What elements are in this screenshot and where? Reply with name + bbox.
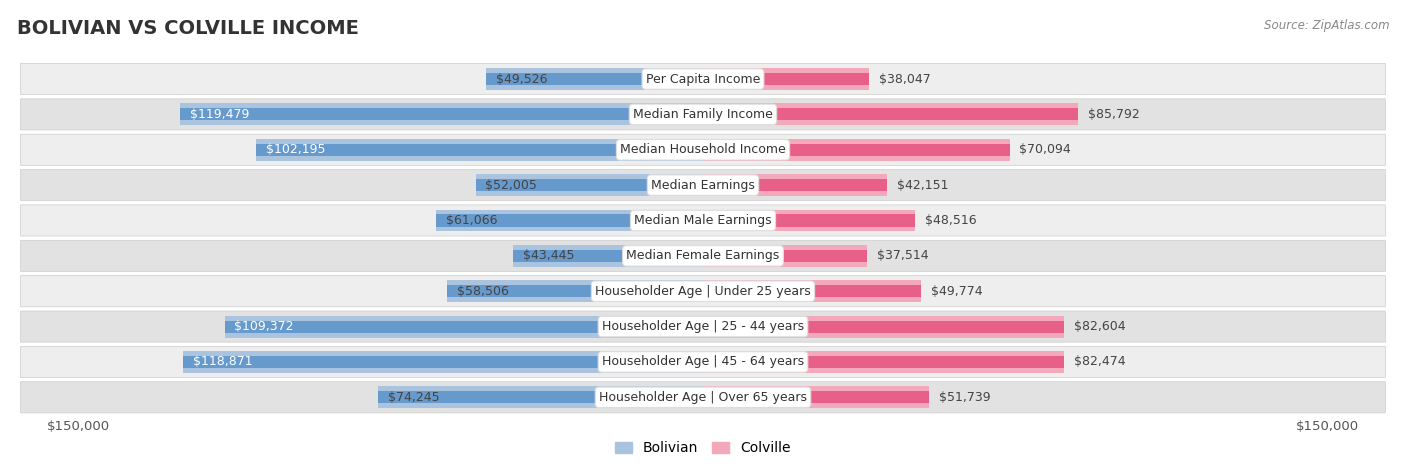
Text: Median Male Earnings: Median Male Earnings: [634, 214, 772, 227]
Bar: [475, 179, 703, 191]
Text: BOLIVIAN VS COLVILLE INCOME: BOLIVIAN VS COLVILLE INCOME: [17, 19, 359, 38]
Bar: [447, 280, 703, 302]
Bar: [703, 103, 1078, 125]
Bar: [703, 174, 887, 196]
Text: Median Family Income: Median Family Income: [633, 108, 773, 121]
Bar: [703, 391, 929, 403]
Bar: [703, 285, 921, 297]
Text: $82,604: $82,604: [1074, 320, 1126, 333]
Bar: [703, 73, 869, 85]
Legend: Bolivian, Colville: Bolivian, Colville: [610, 436, 796, 461]
Text: $150,000: $150,000: [46, 420, 110, 433]
Text: Per Capita Income: Per Capita Income: [645, 72, 761, 85]
Text: $119,479: $119,479: [190, 108, 250, 121]
Text: Median Earnings: Median Earnings: [651, 178, 755, 191]
Bar: [256, 144, 703, 156]
Text: $109,372: $109,372: [235, 320, 294, 333]
Text: $150,000: $150,000: [1296, 420, 1360, 433]
Bar: [378, 386, 703, 408]
Bar: [180, 103, 703, 125]
Bar: [703, 351, 1064, 373]
FancyBboxPatch shape: [21, 205, 1385, 236]
Bar: [703, 214, 915, 226]
Text: $58,506: $58,506: [457, 285, 509, 298]
Text: $61,066: $61,066: [446, 214, 498, 227]
Bar: [225, 320, 703, 333]
Text: Median Female Earnings: Median Female Earnings: [627, 249, 779, 262]
Text: $48,516: $48,516: [925, 214, 977, 227]
Bar: [378, 391, 703, 403]
Text: $52,005: $52,005: [485, 178, 537, 191]
Text: Householder Age | Under 25 years: Householder Age | Under 25 years: [595, 285, 811, 298]
FancyBboxPatch shape: [21, 170, 1385, 201]
Text: Median Household Income: Median Household Income: [620, 143, 786, 156]
Bar: [703, 139, 1010, 161]
FancyBboxPatch shape: [21, 311, 1385, 342]
Text: $43,445: $43,445: [523, 249, 574, 262]
Text: Householder Age | Over 65 years: Householder Age | Over 65 years: [599, 391, 807, 404]
Bar: [486, 73, 703, 85]
Text: $49,526: $49,526: [496, 72, 548, 85]
Bar: [513, 250, 703, 262]
Bar: [703, 144, 1010, 156]
FancyBboxPatch shape: [21, 347, 1385, 377]
Bar: [703, 280, 921, 302]
Text: $49,774: $49,774: [931, 285, 983, 298]
Bar: [513, 245, 703, 267]
FancyBboxPatch shape: [21, 241, 1385, 271]
Text: $38,047: $38,047: [879, 72, 931, 85]
Bar: [703, 386, 929, 408]
Bar: [475, 174, 703, 196]
Bar: [703, 320, 1064, 333]
FancyBboxPatch shape: [21, 99, 1385, 130]
Text: $74,245: $74,245: [388, 391, 440, 404]
Bar: [183, 356, 703, 368]
FancyBboxPatch shape: [21, 276, 1385, 307]
Bar: [703, 210, 915, 232]
Text: $37,514: $37,514: [877, 249, 928, 262]
Bar: [703, 250, 868, 262]
Bar: [703, 108, 1078, 120]
Bar: [183, 351, 703, 373]
Text: $102,195: $102,195: [266, 143, 325, 156]
Bar: [703, 316, 1064, 338]
Text: Householder Age | 45 - 64 years: Householder Age | 45 - 64 years: [602, 355, 804, 368]
Text: $82,474: $82,474: [1074, 355, 1125, 368]
Bar: [180, 108, 703, 120]
Text: Source: ZipAtlas.com: Source: ZipAtlas.com: [1264, 19, 1389, 32]
Bar: [703, 68, 869, 90]
Bar: [256, 139, 703, 161]
Bar: [447, 285, 703, 297]
FancyBboxPatch shape: [21, 64, 1385, 95]
FancyBboxPatch shape: [21, 382, 1385, 413]
Text: $51,739: $51,739: [939, 391, 991, 404]
Bar: [703, 179, 887, 191]
FancyBboxPatch shape: [21, 134, 1385, 165]
Bar: [436, 214, 703, 226]
Text: $118,871: $118,871: [193, 355, 253, 368]
Bar: [436, 210, 703, 232]
Bar: [703, 245, 868, 267]
Text: $42,151: $42,151: [897, 178, 949, 191]
Text: $85,792: $85,792: [1088, 108, 1140, 121]
Text: Householder Age | 25 - 44 years: Householder Age | 25 - 44 years: [602, 320, 804, 333]
Bar: [225, 316, 703, 338]
Bar: [703, 356, 1064, 368]
Text: $70,094: $70,094: [1019, 143, 1071, 156]
Bar: [486, 68, 703, 90]
